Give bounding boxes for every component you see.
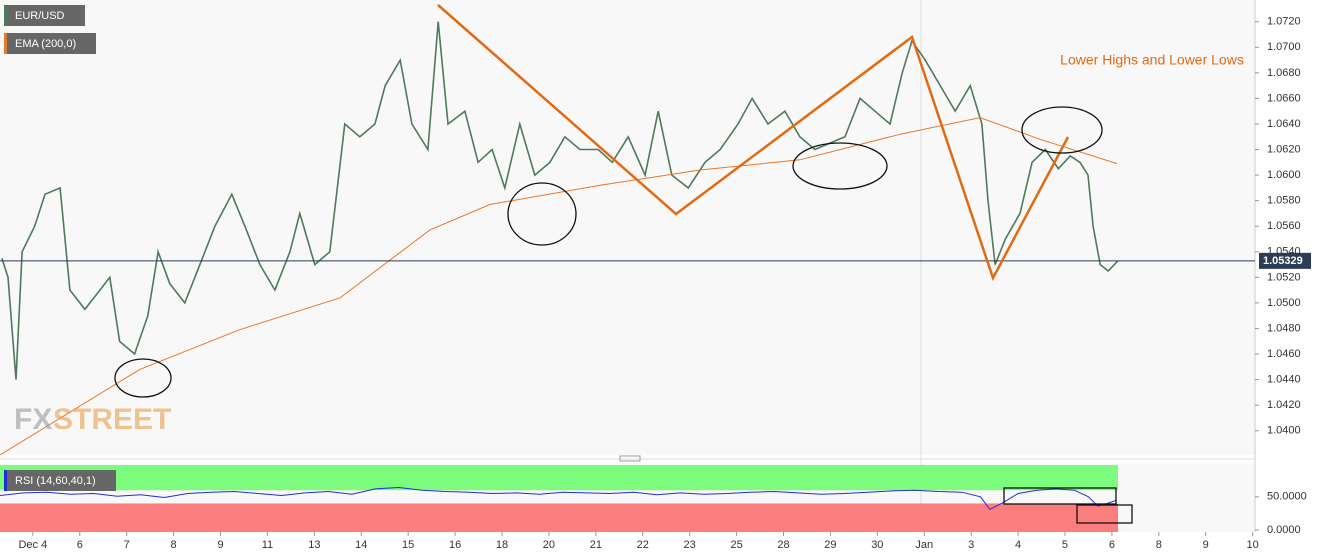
legend-label: EUR/USD xyxy=(15,10,65,22)
watermark: FX xyxy=(14,403,52,436)
x-tick-label: 28 xyxy=(777,539,789,551)
y-tick-label: 1.0540 xyxy=(1267,246,1301,258)
y-tick-label: 1.0420 xyxy=(1267,399,1301,411)
x-tick-label: 21 xyxy=(590,539,602,551)
x-tick-label: 18 xyxy=(496,539,508,551)
y-tick-label: 0.0000 xyxy=(1267,524,1301,536)
x-tick-label: 16 xyxy=(449,539,461,551)
y-tick-label: 1.0560 xyxy=(1267,220,1301,232)
circle xyxy=(114,358,172,398)
circle xyxy=(1021,106,1103,154)
x-tick-label: 9 xyxy=(217,539,223,551)
y-tick-label: 1.0500 xyxy=(1267,297,1301,309)
y-tick-label: 1.0400 xyxy=(1267,425,1301,437)
annotations xyxy=(437,4,1070,282)
y-tick-label: 1.0600 xyxy=(1267,169,1301,181)
y-tick-label: 1.0440 xyxy=(1267,373,1301,385)
y-tick-label: 1.0640 xyxy=(1267,118,1301,130)
box xyxy=(1076,504,1133,524)
overbought-zone xyxy=(0,465,1118,491)
y-tick-label: 1.0660 xyxy=(1267,92,1301,104)
x-tick-label: 9 xyxy=(1203,539,1209,551)
x-tick-label: 23 xyxy=(684,539,696,551)
x-tick-label: Dec 4 xyxy=(18,539,47,551)
x-tick-label: 4 xyxy=(1015,539,1021,551)
x-tick-label: 29 xyxy=(824,539,836,551)
oversold-zone xyxy=(0,503,1118,532)
y-tick-label: 1.0720 xyxy=(1267,16,1301,28)
circle xyxy=(507,182,577,246)
box xyxy=(1003,487,1117,505)
series-line xyxy=(0,117,1118,456)
y-tick-label: 1.0680 xyxy=(1267,67,1301,79)
legend-label: EMA (200,0) xyxy=(15,38,76,50)
y-tick-label: 50.0000 xyxy=(1267,491,1307,503)
last-price-label: 1.05329 xyxy=(1263,255,1303,267)
x-tick-label: 20 xyxy=(543,539,555,551)
legend-swatch xyxy=(4,470,7,491)
y-tick-label: 1.0480 xyxy=(1267,322,1301,334)
y-tick-label: 1.0620 xyxy=(1267,143,1301,155)
x-tick-label: 15 xyxy=(402,539,414,551)
legend-label: RSI (14,60,40,1) xyxy=(15,475,96,487)
x-tick-label: 6 xyxy=(77,539,83,551)
x-tick-label: 8 xyxy=(171,539,177,551)
x-tick-label: 6 xyxy=(1109,539,1115,551)
x-tick-label: 13 xyxy=(308,539,320,551)
x-tick-label: Jan xyxy=(915,539,933,551)
circles xyxy=(114,106,1133,524)
trend-lines xyxy=(437,4,1070,282)
last-price-tag xyxy=(1259,252,1311,269)
circle xyxy=(792,142,888,190)
y-tick-label: 1.0580 xyxy=(1267,195,1301,207)
price-panel xyxy=(0,0,1255,455)
x-tick-label: 5 xyxy=(1062,539,1068,551)
y-tick-label: 1.0460 xyxy=(1267,348,1301,360)
y-tick-label: 1.0520 xyxy=(1267,271,1301,283)
legend-box[interactable] xyxy=(4,5,85,26)
legend-box[interactable] xyxy=(4,470,116,491)
series-line xyxy=(0,486,1117,511)
x-tick-label: 3 xyxy=(968,539,974,551)
resize-handle[interactable] xyxy=(619,455,641,462)
y-tick-label: 1.0700 xyxy=(1267,41,1301,53)
x-tick-label: 14 xyxy=(355,539,367,551)
x-tick-label: 11 xyxy=(262,539,273,551)
annotation: Lower Highs and Lower Lows xyxy=(1060,52,1244,68)
x-tick-label: 22 xyxy=(637,539,649,551)
x-tick-label: 30 xyxy=(871,539,883,551)
x-tick-label: 7 xyxy=(124,539,130,551)
x-tick-label: 8 xyxy=(1156,539,1162,551)
watermark: STREET xyxy=(53,403,171,436)
legend-swatch xyxy=(4,33,7,54)
x-tick-label: 10 xyxy=(1247,539,1259,551)
legend-box[interactable] xyxy=(4,33,96,54)
legend-swatch xyxy=(4,5,7,26)
x-tick-label: 25 xyxy=(730,539,742,551)
